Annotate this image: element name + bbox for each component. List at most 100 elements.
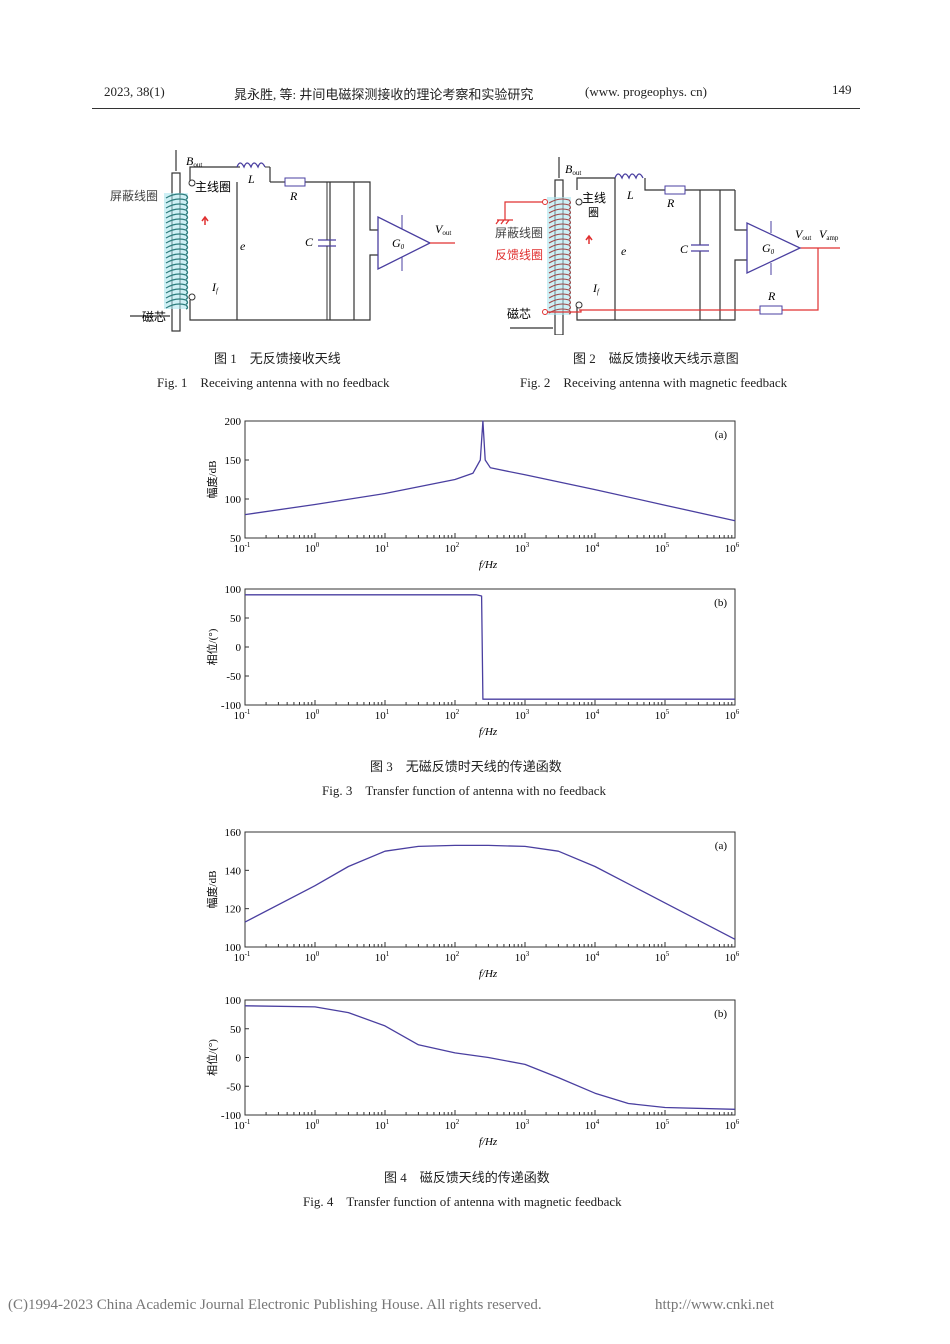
y-tick-label: 200: [225, 416, 242, 428]
x-tick-label: 101: [375, 950, 390, 964]
series-line: [244, 420, 736, 522]
x-tick-exponent: 1: [386, 708, 390, 716]
x-tick-label: 100: [305, 708, 320, 722]
fig1-circuit-diagram: Bout 主线圈 屏蔽线圈 磁芯 L R C e If G0 Vout: [110, 150, 455, 332]
label-main-coil: 主线圈: [195, 180, 231, 194]
y-tick-label: 50: [230, 613, 242, 625]
y-tick-label: -100: [221, 1110, 242, 1122]
x-tick-label: 101: [375, 541, 390, 555]
label-inductor: L: [247, 172, 255, 186]
panel-label: (a): [715, 429, 728, 441]
series-line: [244, 1005, 736, 1110]
label-shield-coil: 屏蔽线圈: [495, 226, 543, 240]
label-current: If: [211, 280, 219, 295]
x-tick-label: 105: [655, 708, 670, 722]
fig3-caption-en: Fig. 3 Transfer function of antenna with…: [322, 783, 607, 798]
x-tick-label: 103: [515, 708, 530, 722]
x-tick-label: 106: [725, 541, 740, 555]
header-page-number: 149: [832, 82, 852, 97]
x-tick-exponent: 6: [736, 950, 740, 958]
plot-frame: [244, 831, 736, 948]
x-tick-exponent: 6: [736, 541, 740, 549]
x-tick-label: 106: [725, 950, 740, 964]
x-tick-exponent: 0: [316, 1118, 320, 1126]
fig4-caption-cn: 图 4 磁反馈天线的传递函数: [384, 1170, 550, 1185]
fig4b-plot: 1 0 -1 100 101 102 103 104 105 106 -100 -50 0 50 100 f/…: [205, 995, 740, 1148]
fig4-caption-en: Fig. 4 Transfer function of antenna with…: [303, 1194, 622, 1209]
x-tick-label: 100: [305, 541, 320, 555]
y-tick-label: 100: [225, 584, 242, 596]
x-tick-label: 103: [515, 950, 530, 964]
x-tick-exponent: 6: [736, 1118, 740, 1126]
label-resistor: R: [666, 196, 675, 210]
x-tick-exponent: 1: [386, 950, 390, 958]
y-tick-label: 150: [225, 455, 242, 467]
y-axis-label: 相位/(°): [205, 1039, 219, 1076]
x-tick-label: 102: [445, 541, 460, 555]
x-tick-exponent: 3: [526, 1118, 530, 1126]
label-resistor: R: [289, 189, 298, 203]
fig2-caption-en: Fig. 2 Receiving antenna with magnetic f…: [520, 375, 788, 390]
y-tick-label: 100: [225, 995, 242, 1007]
x-tick-exponent: 2: [456, 541, 460, 549]
fig1-caption-cn: 图 1 无反馈接收天线: [214, 351, 341, 366]
label-gain: G0: [392, 236, 405, 251]
x-tick-label: 105: [655, 950, 670, 964]
y-axis-label: 幅度/dB: [205, 871, 219, 909]
x-tick-exponent: 4: [596, 1118, 600, 1126]
header-title: 晁永胜, 等: 井间电磁探测接收的理论考察和实验研究: [234, 87, 534, 102]
coil-winding-icon: [548, 198, 572, 315]
x-axis-label: f/Hz: [479, 726, 498, 738]
x-axis-label: f/Hz: [479, 559, 498, 571]
fig2-circuit-diagram: Bout 主线 圈 屏蔽线圈 反馈线圈 磁芯 L R R C e If G0 V…: [495, 157, 840, 335]
fig1-caption-en: Fig. 1 Receiving antenna with no feedbac…: [157, 375, 390, 390]
x-tick-label: 104: [585, 950, 600, 964]
x-tick-exponent: 5: [666, 708, 670, 716]
label-bout: Bout: [186, 154, 202, 169]
y-axis-label: 幅度/dB: [205, 461, 219, 499]
x-tick-label: 102: [445, 1118, 460, 1132]
fig3a-plot: 1 0 -1 100 101 102 103 104 105 106 50 100 150 200 f/Hz…: [205, 416, 740, 571]
x-tick-label: 101: [375, 708, 390, 722]
x-tick-exponent: 0: [316, 950, 320, 958]
x-tick-exponent: 3: [526, 950, 530, 958]
y-tick-label: 50: [230, 533, 242, 545]
x-tick-exponent: 1: [386, 541, 390, 549]
series-line: [244, 844, 736, 940]
y-tick-label: 0: [236, 1053, 242, 1065]
label-current: If: [592, 281, 600, 296]
x-tick-label: 103: [515, 1118, 530, 1132]
x-tick-label: 105: [655, 1118, 670, 1132]
x-tick-exponent: 5: [666, 1118, 670, 1126]
plot-frame: [244, 420, 736, 539]
footer-site: http://www.cnki.net: [655, 1297, 775, 1313]
x-tick-label: 106: [725, 1118, 740, 1132]
x-tick-exponent: 1: [386, 1118, 390, 1126]
x-tick-exponent: -1: [245, 1118, 251, 1126]
label-capacitor: C: [680, 242, 689, 256]
x-tick-label: 104: [585, 1118, 600, 1132]
x-tick-exponent: 2: [456, 708, 460, 716]
y-tick-label: 160: [225, 827, 242, 839]
x-tick-label: 102: [445, 708, 460, 722]
fig3-caption-cn: 图 3 无磁反馈时天线的传递函数: [370, 759, 562, 774]
footer-copyright: (C)1994-2023 China Academic Journal Elec…: [8, 1297, 542, 1313]
label-main-coil-cont: 圈: [588, 206, 599, 219]
x-tick-label: 101: [375, 1118, 390, 1132]
x-tick-exponent: 3: [526, 541, 530, 549]
y-tick-label: -50: [226, 1081, 241, 1093]
series-line: [245, 594, 735, 700]
label-bout: Bout: [565, 162, 581, 177]
label-feedback-coil: 反馈线圈: [495, 248, 543, 262]
label-main-coil: 主线: [582, 191, 606, 205]
fig4a-plot: 10-1 100 101 102 103 104 105 106100120140160f/H…: [205, 827, 740, 980]
x-tick-exponent: 0: [316, 708, 320, 716]
x-tick-exponent: 2: [456, 1118, 460, 1126]
x-axis-label: f/Hz: [479, 968, 498, 980]
label-vout: Vout: [795, 227, 811, 242]
panel-label: (b): [714, 1008, 727, 1020]
transfer-function-charts: 10-1 100 101 102 103 104 105 10650100150200f/Hz…: [205, 416, 740, 1148]
label-core: 磁芯: [142, 309, 166, 324]
x-tick-exponent: 6: [736, 708, 740, 716]
